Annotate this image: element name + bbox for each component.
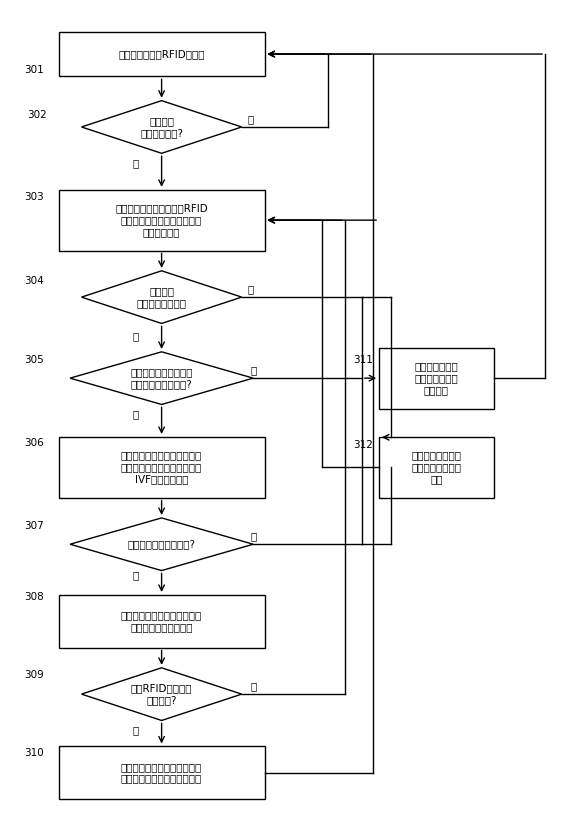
Text: 是: 是 <box>250 365 256 375</box>
Polygon shape <box>82 271 242 324</box>
Text: 312: 312 <box>354 441 373 450</box>
Text: 是: 是 <box>247 114 254 124</box>
Polygon shape <box>82 667 242 720</box>
Text: 未分配信息的标签或者
智能卡被移出感应区?: 未分配信息的标签或者 智能卡被移出感应区? <box>131 367 193 389</box>
Text: 309: 309 <box>25 671 44 680</box>
Text: 304: 304 <box>25 276 44 286</box>
FancyBboxPatch shape <box>59 32 264 76</box>
Text: 更改相应标签或者智能卡信息
并更新中央数据库，记录信息: 更改相应标签或者智能卡信息 并更新中央数据库，记录信息 <box>121 762 202 784</box>
Text: 否: 否 <box>133 331 139 341</box>
Text: 311: 311 <box>354 354 373 364</box>
Text: 307: 307 <box>25 521 44 532</box>
Text: 没有匹配的下一个步骤?: 没有匹配的下一个步骤? <box>128 539 196 550</box>
Polygon shape <box>82 101 242 154</box>
Text: 否: 否 <box>133 725 139 736</box>
Text: 302: 302 <box>28 110 47 120</box>
Text: 感应区内
是否没有变化?: 感应区内 是否没有变化? <box>140 116 183 137</box>
FancyBboxPatch shape <box>379 348 493 408</box>
Text: 否: 否 <box>133 410 139 420</box>
FancyBboxPatch shape <box>59 189 264 250</box>
Text: 305: 305 <box>25 354 44 364</box>
Text: 是: 是 <box>250 531 256 541</box>
FancyBboxPatch shape <box>59 595 264 647</box>
Text: 301: 301 <box>25 65 44 76</box>
Text: 306: 306 <box>25 438 44 448</box>
Text: 是: 是 <box>250 681 256 691</box>
Polygon shape <box>70 352 253 405</box>
FancyBboxPatch shape <box>379 437 493 498</box>
Text: 308: 308 <box>25 592 44 602</box>
Polygon shape <box>70 518 253 571</box>
Text: 高频RFID感应区内
发生变化?: 高频RFID感应区内 发生变化? <box>131 684 193 705</box>
Text: 报警，并记录相关
信息，存入中央数
据库: 报警，并记录相关 信息，存入中央数 据库 <box>411 450 461 484</box>
Text: 是: 是 <box>247 284 254 294</box>
Text: 根据感应区内信息组合，一起
匹配服务器上相关的预定义的
IVF流程操作步骤: 根据感应区内信息组合，一起 匹配服务器上相关的预定义的 IVF流程操作步骤 <box>121 450 202 484</box>
Text: 在终端设备显示所有匹配的下
一步骤供操作人员选择: 在终端设备显示所有匹配的下 一步骤供操作人员选择 <box>121 611 202 632</box>
Text: 否: 否 <box>133 570 139 580</box>
FancyBboxPatch shape <box>59 437 264 498</box>
Text: 是否存在
不匹配的身份信息: 是否存在 不匹配的身份信息 <box>137 286 187 308</box>
Text: 报警，并记录相
关信息，存入中
央数据库: 报警，并记录相 关信息，存入中 央数据库 <box>415 362 458 395</box>
Text: 读取感应区内的所有高频RFID
标签或智能卡里的信息并进行
身份信息比对: 读取感应区内的所有高频RFID 标签或智能卡里的信息并进行 身份信息比对 <box>115 203 208 237</box>
FancyBboxPatch shape <box>59 746 264 799</box>
Text: 310: 310 <box>25 748 44 759</box>
Text: 否: 否 <box>133 159 139 168</box>
Text: 不间断扫描高频RFID感应区: 不间断扫描高频RFID感应区 <box>118 49 205 59</box>
Text: 303: 303 <box>25 193 44 202</box>
